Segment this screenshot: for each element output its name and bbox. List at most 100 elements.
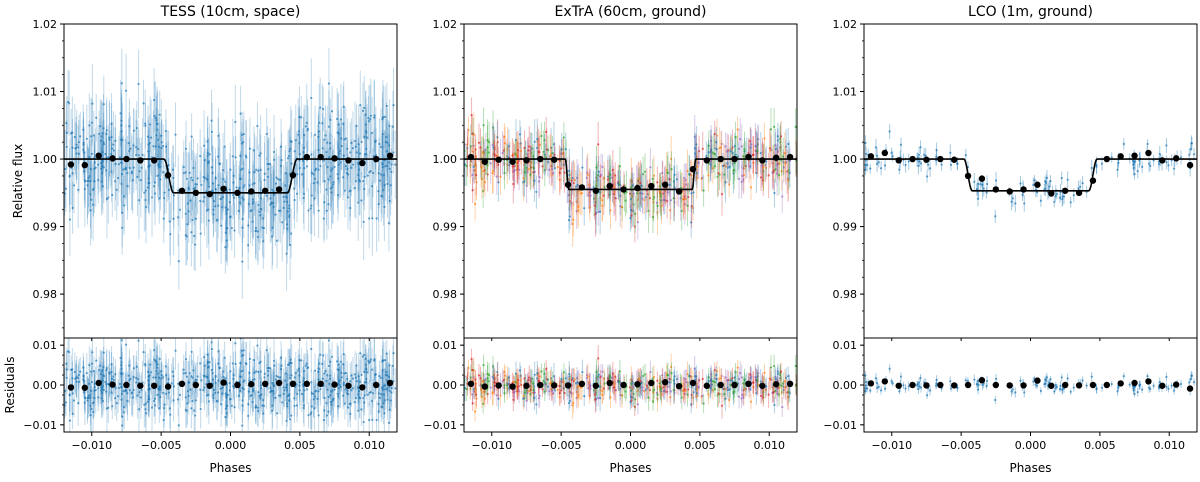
binned-point: [331, 155, 337, 161]
binned-point: [193, 190, 199, 196]
residual-point: [520, 379, 522, 381]
flux-point: [159, 114, 161, 116]
flux-point: [685, 183, 687, 185]
residual-point: [241, 399, 243, 401]
residual-point: [138, 391, 140, 393]
flux-point: [126, 185, 128, 187]
flux-point: [340, 118, 342, 120]
residual-point: [264, 373, 266, 375]
flux-point: [603, 195, 605, 197]
residual-point: [741, 376, 743, 378]
flux-point: [560, 167, 562, 169]
flux-point: [75, 152, 77, 154]
flux-point: [382, 116, 384, 118]
flux-point: [587, 174, 589, 176]
residual-point: [542, 380, 544, 382]
flux-point: [657, 205, 659, 207]
flux-point: [121, 173, 123, 175]
residual-point: [350, 389, 352, 391]
residual-point: [125, 344, 127, 346]
residual-point: [242, 354, 244, 356]
residual-point: [306, 363, 308, 365]
flux-point: [191, 136, 193, 138]
flux-point: [589, 206, 591, 208]
flux-point: [113, 149, 115, 151]
residual-point: [71, 368, 73, 370]
residual-point: [281, 401, 283, 403]
flux-point: [394, 164, 396, 166]
residual-point: [369, 361, 371, 363]
flux-point: [587, 194, 589, 196]
flux-point: [266, 163, 268, 165]
flux-point: [548, 169, 550, 171]
flux-point: [717, 172, 719, 174]
residual-point: [256, 344, 258, 346]
flux-point: [200, 232, 202, 234]
flux-point: [613, 193, 615, 195]
flux-point: [158, 146, 160, 148]
flux-point: [551, 152, 553, 154]
flux-point: [159, 166, 161, 168]
residual-point: [288, 362, 290, 364]
residual-point: [657, 394, 659, 396]
residual-point: [368, 419, 370, 421]
flux-point: [210, 119, 212, 121]
flux-point: [226, 227, 228, 229]
flux-point: [561, 148, 563, 150]
flux-point: [99, 125, 101, 127]
residual-point: [365, 381, 367, 383]
flux-point: [165, 130, 167, 132]
flux-point: [303, 167, 305, 169]
residual-point: [391, 387, 393, 389]
residual-point: [336, 360, 338, 362]
flux-point: [231, 227, 233, 229]
flux-point: [103, 166, 105, 168]
flux-point: [512, 183, 514, 185]
residual-point: [153, 349, 155, 351]
binned-residual-point: [179, 381, 185, 387]
residual-point: [136, 394, 138, 396]
flux-point: [311, 194, 313, 196]
flux-point: [194, 244, 196, 246]
residual-point: [780, 384, 782, 386]
residual-point: [296, 393, 298, 395]
flux-point: [660, 195, 662, 197]
flux-point: [369, 118, 371, 120]
flux-point: [475, 174, 477, 176]
residual-point: [273, 360, 275, 362]
residual-point: [142, 351, 144, 353]
binned-residual-point: [68, 384, 74, 390]
residual-point: [254, 406, 256, 408]
residual-point: [795, 365, 797, 367]
binned-point: [759, 157, 765, 163]
residual-point: [109, 373, 111, 375]
residual-point: [367, 394, 369, 396]
flux-point: [512, 165, 514, 167]
residual-point: [283, 393, 285, 395]
residual-point: [192, 369, 194, 371]
flux-point: [482, 151, 484, 153]
flux-point: [313, 197, 315, 199]
flux-point: [191, 219, 193, 221]
residual-point: [82, 374, 84, 376]
flux-point: [737, 128, 739, 130]
flux-point: [761, 165, 763, 167]
residual-point: [156, 394, 158, 396]
flux-point: [601, 199, 603, 201]
residual-point: [490, 386, 492, 388]
binned-point: [468, 154, 474, 160]
flux-point: [696, 166, 698, 168]
flux-point: [514, 169, 516, 171]
flux-point: [568, 170, 570, 172]
flux-point: [634, 213, 636, 215]
residual-point: [226, 405, 228, 407]
binned-residual-point: [193, 382, 199, 388]
flux-point: [91, 103, 93, 105]
flux-point: [386, 105, 388, 107]
residual-point: [344, 403, 346, 405]
flux-point: [219, 198, 221, 200]
residual-point: [277, 376, 279, 378]
residual-point: [252, 401, 254, 403]
flux-point: [731, 152, 733, 154]
